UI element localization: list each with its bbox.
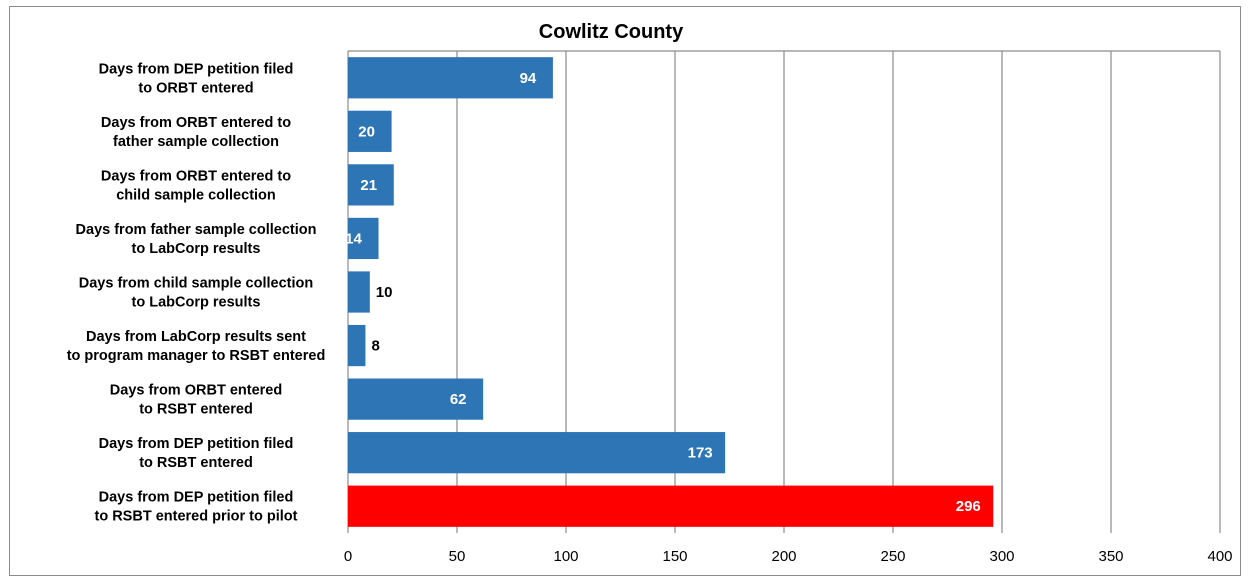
x-tick-label: 200 (771, 548, 796, 565)
bar (348, 485, 994, 527)
category-labels: Days from DEP petition filed to ORBT ente… (67, 61, 326, 524)
data-label: 8 (371, 338, 379, 355)
category-label-line: child sample collection (116, 187, 276, 203)
category-label: Days from LabCorp results sent to program… (67, 329, 326, 364)
x-tick-label: 150 (662, 548, 687, 565)
category-label-line: Days from ORBT entered to (101, 115, 291, 131)
bar (348, 164, 394, 206)
category-label-line: to program manager to RSBT entered (67, 348, 326, 364)
data-label: 62 (450, 391, 467, 408)
category-label-line: Days from ORBT entered to (101, 168, 291, 184)
bar (348, 110, 392, 152)
category-label: Days from ORBT entered to RSBT entered (110, 383, 282, 418)
data-label: 94 (520, 70, 537, 87)
bar (348, 271, 370, 313)
x-tick-label: 300 (989, 548, 1014, 565)
x-tick-label: 100 (553, 548, 578, 565)
category-label-line: to RSBT entered (139, 402, 253, 418)
category-label: Days from father sample collection to Lab… (76, 222, 317, 257)
category-label-line: Days from child sample collection (79, 276, 314, 292)
data-label: 14 (345, 230, 362, 247)
x-tick-label: 250 (880, 548, 905, 565)
category-label: Days from ORBT entered to father sample c… (101, 115, 291, 150)
bar (348, 57, 553, 99)
category-label-line: Days from LabCorp results sent (86, 329, 306, 345)
data-label: 20 (358, 123, 375, 140)
category-label-line: Days from DEP petition filed (99, 436, 294, 452)
x-tick-label: 400 (1207, 548, 1232, 565)
chart-frame (9, 6, 1241, 576)
data-label: 10 (376, 284, 393, 301)
category-label-line: father sample collection (113, 134, 279, 150)
category-label-line: Days from ORBT entered (110, 383, 282, 399)
bar (348, 324, 366, 367)
category-label-line: to LabCorp results (132, 241, 261, 257)
category-label-line: Days from DEP petition filed (99, 490, 294, 506)
category-label: Days from DEP petition filed to RSBT ente… (99, 436, 294, 471)
data-label: 173 (688, 445, 713, 462)
category-label: Days from DEP petition filed to ORBT ente… (99, 61, 294, 96)
chart-title: Cowlitz County (539, 21, 684, 43)
category-label: Days from ORBT entered to child sample co… (101, 168, 291, 203)
category-label-line: Days from father sample collection (76, 222, 317, 238)
x-tick-label: 50 (449, 548, 466, 565)
category-label-line: to RSBT entered prior to pilot (95, 509, 298, 525)
data-label: 21 (360, 177, 377, 194)
x-tick-label: 350 (1098, 548, 1123, 565)
category-label-line: to LabCorp results (132, 295, 261, 311)
category-label: Days from child sample collection to LabC… (79, 276, 314, 311)
bars: 94 20 21 14 10 8 62 173 296 (345, 57, 994, 527)
category-label-line: Days from DEP petition filed (99, 61, 294, 77)
bar (348, 432, 726, 474)
category-label: Days from DEP petition filed to RSBT ente… (95, 490, 298, 525)
bar (348, 217, 379, 260)
category-label-line: to ORBT entered (138, 80, 253, 96)
category-label-line: to RSBT entered (139, 455, 253, 471)
x-tick-label: 0 (344, 548, 352, 565)
x-axis-ticks: 0 50 100 150 200 250 300 350 400 (344, 548, 1233, 565)
data-label: 296 (956, 498, 981, 515)
bar (348, 378, 484, 420)
